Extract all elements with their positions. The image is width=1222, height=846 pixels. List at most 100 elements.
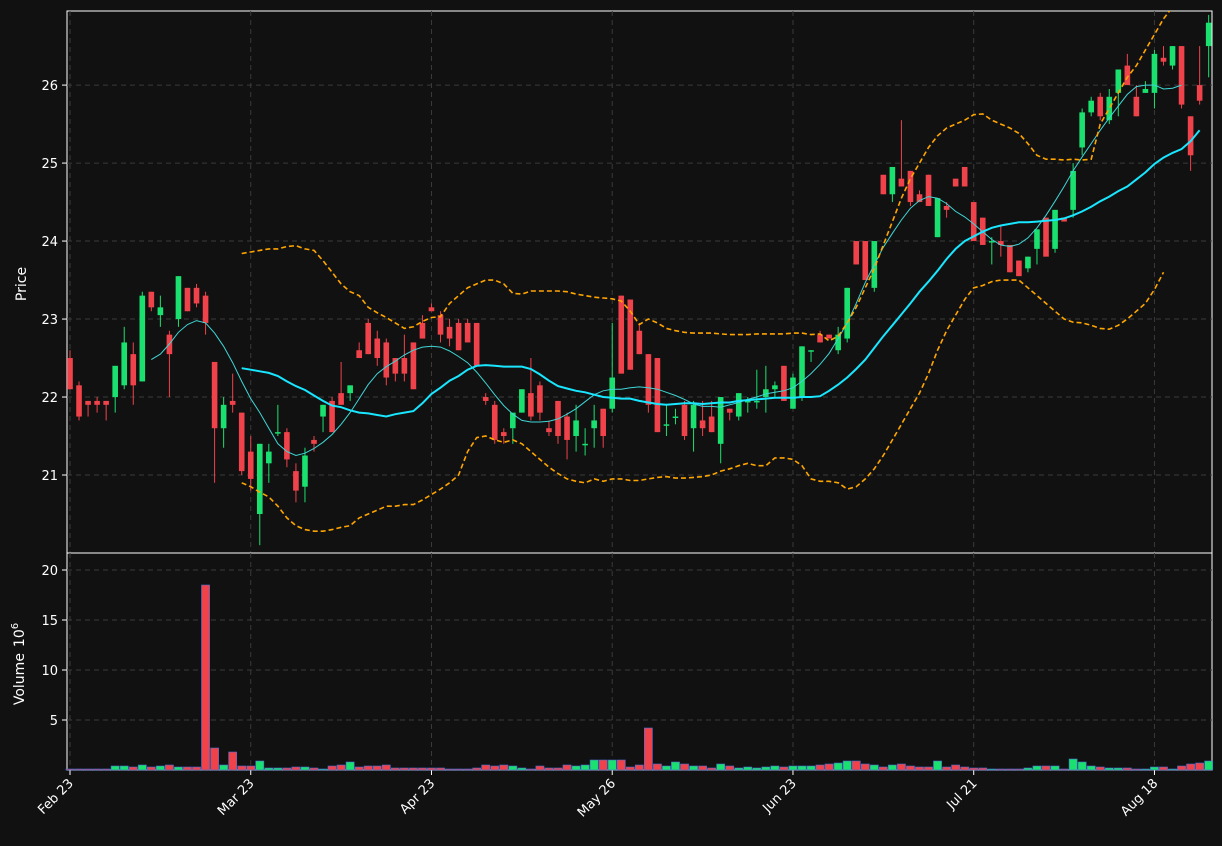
candle-body bbox=[121, 342, 128, 386]
volume-bar bbox=[83, 768, 93, 771]
candle-body bbox=[754, 400, 760, 403]
candle-body bbox=[699, 420, 706, 429]
volume-bar bbox=[1204, 760, 1214, 771]
candle-body bbox=[401, 358, 408, 374]
volume-bar bbox=[246, 765, 256, 771]
volume-bar bbox=[74, 768, 84, 771]
candle-body bbox=[184, 287, 191, 312]
candle-body bbox=[67, 358, 73, 390]
candle-body bbox=[998, 241, 1004, 245]
volume-bar bbox=[689, 765, 698, 771]
volume-bar bbox=[598, 759, 608, 771]
candle-body bbox=[690, 404, 697, 429]
volume-bar bbox=[1077, 761, 1087, 771]
volume-bar bbox=[183, 766, 192, 771]
volume-bar bbox=[128, 766, 138, 771]
volume-bar bbox=[978, 767, 988, 771]
candle-body bbox=[383, 342, 390, 378]
volume-bar bbox=[1050, 765, 1060, 771]
candle-body bbox=[1196, 85, 1203, 101]
volume-bar bbox=[264, 767, 274, 771]
volume-bar bbox=[1195, 762, 1205, 771]
volume-bar bbox=[842, 760, 852, 771]
candle-body bbox=[591, 420, 597, 429]
volume-bar bbox=[255, 760, 265, 771]
candle-body bbox=[663, 424, 670, 426]
candle-body bbox=[952, 178, 959, 187]
candle-body bbox=[1043, 217, 1049, 257]
candle-body bbox=[491, 404, 498, 440]
volume-bar bbox=[580, 764, 590, 771]
candle-body bbox=[112, 365, 118, 398]
candle-body bbox=[573, 420, 579, 437]
volume-bar bbox=[761, 766, 771, 771]
candle-body bbox=[790, 377, 796, 409]
volume-bar bbox=[300, 766, 310, 771]
candle-body bbox=[763, 389, 769, 398]
volume-bar bbox=[562, 764, 572, 771]
price-plot-area bbox=[66, 10, 1213, 554]
candle-body bbox=[862, 241, 869, 281]
candle-body bbox=[1007, 244, 1013, 273]
candle-body bbox=[1187, 116, 1194, 156]
price-tick-label: 21 bbox=[41, 469, 58, 484]
candle-body bbox=[1034, 229, 1040, 249]
volume-bar bbox=[228, 751, 238, 771]
candle-body bbox=[717, 397, 724, 444]
candle-body bbox=[410, 342, 417, 390]
volume-bar bbox=[589, 759, 599, 771]
volume-bar bbox=[544, 767, 554, 771]
volume-bar bbox=[137, 764, 147, 771]
volume-bar bbox=[824, 763, 834, 771]
candle-body bbox=[329, 400, 335, 433]
candle-body bbox=[934, 198, 941, 238]
volume-bar bbox=[156, 765, 165, 771]
volume-bar bbox=[725, 765, 735, 771]
volume-bar bbox=[797, 765, 807, 771]
candle-body bbox=[943, 205, 950, 210]
volume-axis-label-text: Volume bbox=[12, 653, 28, 705]
volume-bar bbox=[942, 766, 951, 771]
volume-bar bbox=[481, 764, 491, 771]
candle-body bbox=[600, 408, 606, 437]
candle-body bbox=[320, 404, 326, 417]
candle-body bbox=[482, 397, 489, 401]
volume-bar bbox=[372, 765, 382, 771]
volume-bar bbox=[878, 766, 888, 771]
price-axis-label: Price bbox=[14, 267, 30, 301]
volume-bar bbox=[327, 765, 337, 771]
candle-body bbox=[302, 455, 308, 487]
candle-body bbox=[157, 307, 164, 316]
volume-bar bbox=[779, 766, 789, 771]
volume-bar bbox=[445, 768, 454, 771]
x-tick-label: May 26 bbox=[575, 776, 619, 820]
volume-bar bbox=[1032, 765, 1042, 771]
candle-body bbox=[564, 416, 570, 440]
candle-body bbox=[428, 307, 435, 312]
candle-body bbox=[374, 338, 381, 359]
volume-axis-label: Volume 106 bbox=[10, 623, 28, 705]
volume-bar bbox=[833, 762, 843, 771]
candle-body bbox=[726, 408, 733, 413]
volume-bar bbox=[1068, 758, 1078, 771]
volume-bar bbox=[119, 765, 129, 771]
volume-bar bbox=[291, 766, 301, 771]
volume-bar bbox=[951, 764, 961, 771]
volume-bar bbox=[336, 764, 346, 771]
candle-body bbox=[193, 287, 200, 304]
volume-bar bbox=[960, 766, 970, 771]
volume-exponent-base: 10 bbox=[12, 629, 28, 647]
volume-bar bbox=[788, 765, 798, 771]
volume-bar bbox=[101, 768, 111, 771]
price-tick-label: 24 bbox=[41, 235, 58, 250]
line-sma-fast bbox=[151, 84, 1182, 457]
candle-body bbox=[284, 432, 290, 460]
volume-bar bbox=[698, 765, 707, 771]
candle-body bbox=[256, 443, 263, 515]
candle-body bbox=[1133, 96, 1140, 117]
candle-body bbox=[266, 451, 272, 464]
volume-bar bbox=[607, 759, 617, 771]
candle-body bbox=[247, 451, 254, 479]
volume-bar bbox=[65, 768, 75, 771]
